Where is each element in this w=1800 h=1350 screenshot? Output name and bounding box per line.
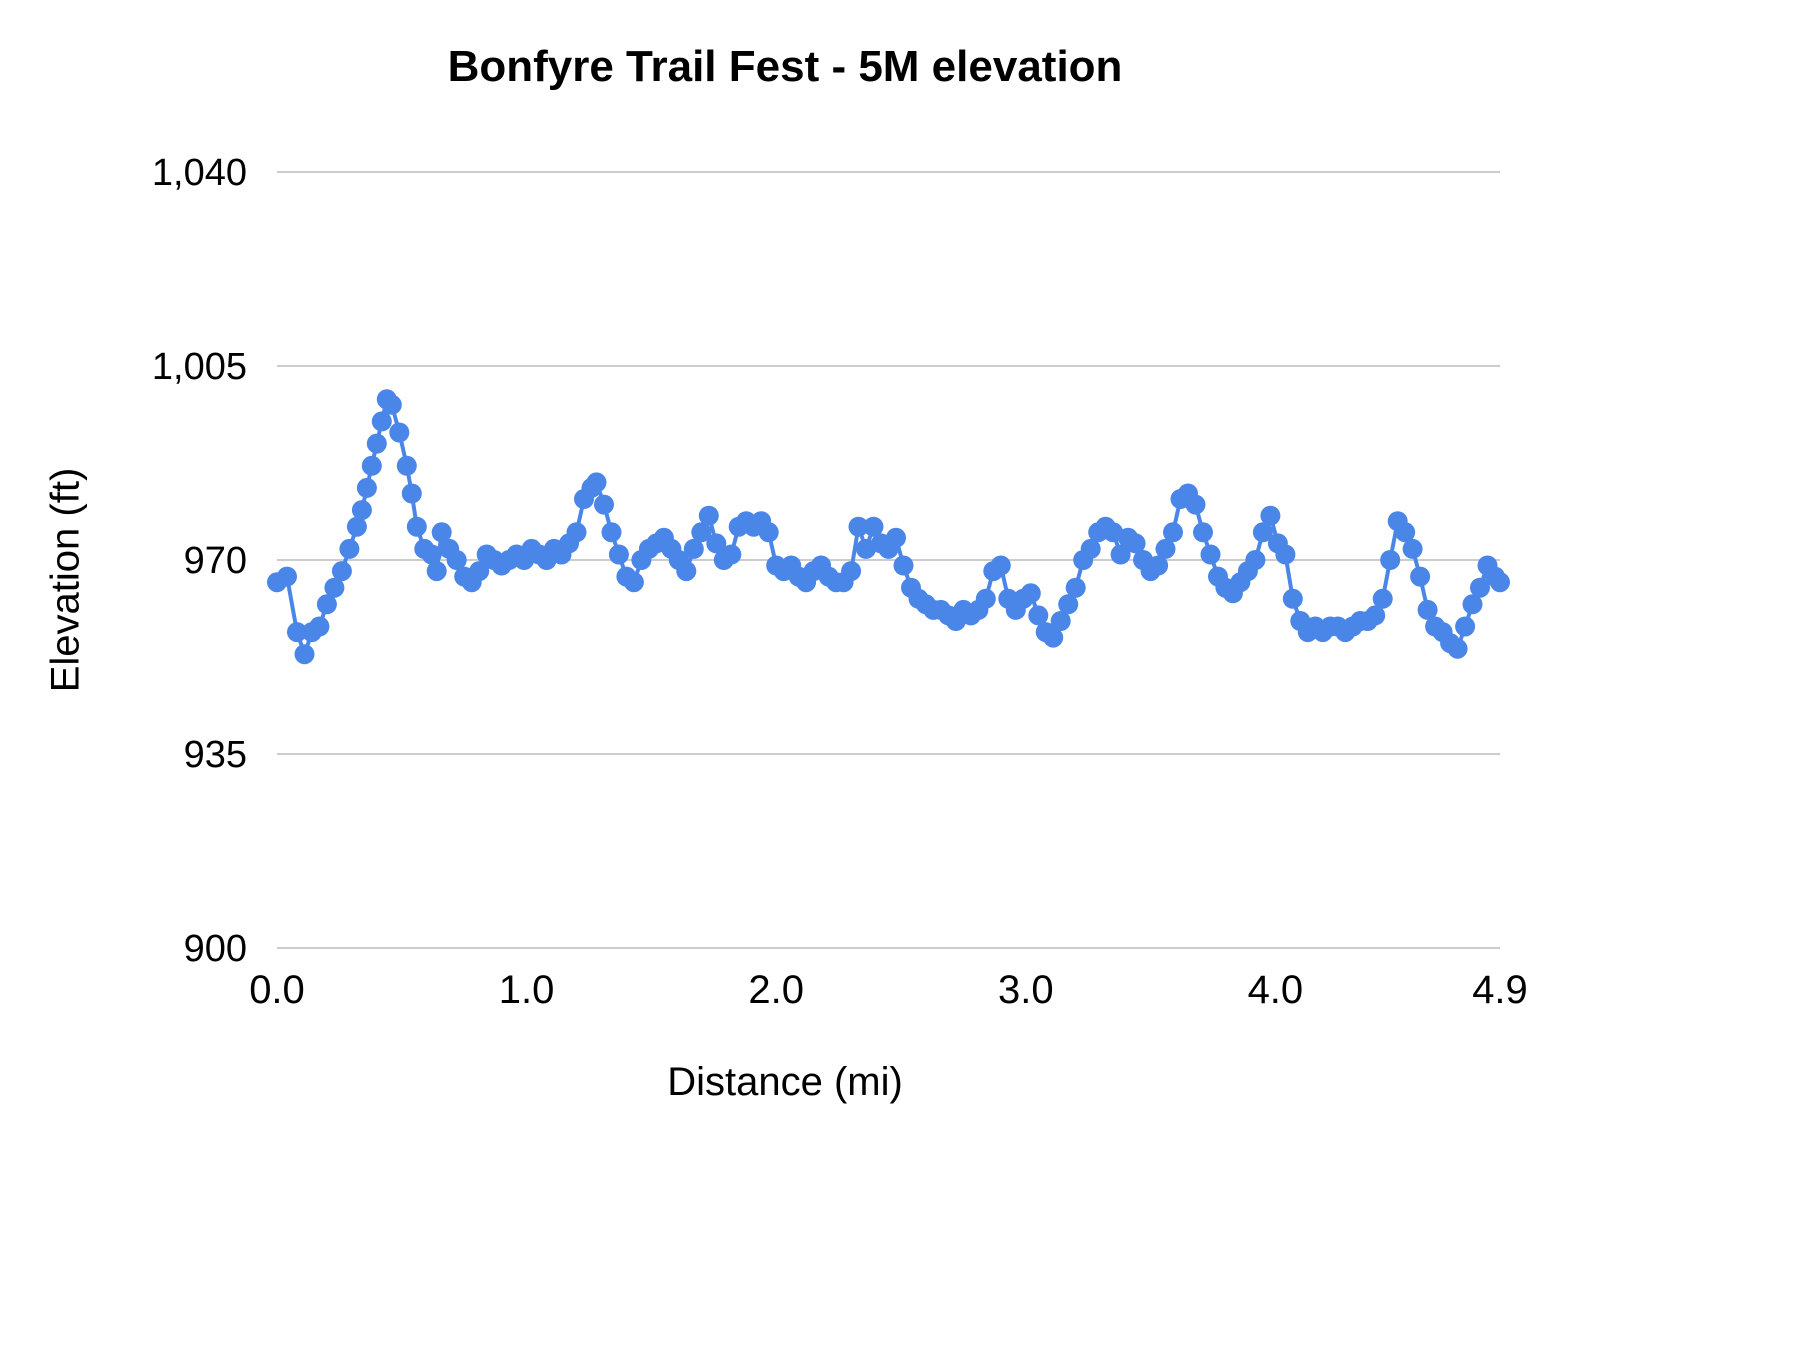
data-point (277, 566, 297, 587)
data-point (421, 544, 442, 565)
data-point (316, 594, 337, 615)
data-point (287, 622, 307, 643)
data-point (1372, 588, 1393, 609)
data-point (758, 522, 779, 543)
data-point (346, 516, 367, 537)
data-point (601, 522, 622, 543)
data-point (1193, 522, 1213, 543)
data-point (426, 561, 447, 582)
data-point (1163, 522, 1183, 543)
data-point (721, 544, 742, 565)
data-point (446, 550, 467, 570)
data-point (1148, 555, 1169, 576)
data-point (294, 644, 315, 665)
data-point (1447, 638, 1468, 659)
x-tick-label: 0.0 (249, 968, 305, 1012)
data-point (1020, 583, 1041, 604)
data-point (1103, 522, 1124, 543)
x-tick-label: 1.0 (499, 968, 555, 1012)
y-tick-label: 900 (184, 928, 247, 970)
data-point (1252, 522, 1273, 543)
data-point (706, 533, 727, 554)
data-point (1380, 550, 1401, 570)
data-point (893, 555, 914, 576)
data-point (309, 616, 330, 637)
data-point (366, 433, 387, 454)
data-point (1245, 550, 1266, 570)
data-point (676, 561, 697, 582)
data-point (431, 522, 452, 543)
data-point (566, 522, 587, 543)
data-point (990, 555, 1011, 576)
data-point (1417, 599, 1438, 620)
data-point (1282, 588, 1303, 609)
data-point (1050, 611, 1071, 631)
data-point (1410, 566, 1431, 587)
data-point (586, 472, 607, 493)
data-point (1365, 605, 1386, 626)
data-point (1402, 538, 1423, 559)
y-tick-label: 970 (184, 540, 247, 582)
data-point (841, 561, 862, 582)
data-point (1080, 538, 1101, 559)
data-point (848, 516, 869, 537)
data-point (1155, 538, 1176, 559)
data-point (1462, 594, 1483, 615)
x-axis-title: Distance (mi) (667, 1060, 903, 1104)
data-point (331, 561, 352, 582)
data-point (886, 527, 906, 548)
x-tick-label: 2.0 (748, 968, 804, 1012)
data-point (1470, 577, 1490, 598)
data-point (1058, 594, 1079, 615)
data-point (396, 455, 417, 476)
data-point (381, 394, 402, 415)
data-point (856, 538, 876, 559)
data-point (1200, 544, 1221, 565)
x-tick-label: 3.0 (998, 968, 1054, 1012)
data-point (1125, 533, 1146, 554)
data-point (1275, 544, 1296, 565)
data-point (371, 411, 392, 432)
data-point (339, 538, 360, 559)
data-point (401, 483, 422, 504)
data-point (469, 561, 490, 582)
data-point (683, 538, 704, 559)
data-point (351, 500, 372, 521)
data-point (389, 422, 410, 443)
y-tick-label: 1,040 (152, 152, 247, 194)
data-point (594, 494, 614, 515)
data-point (324, 577, 345, 598)
data-point (863, 516, 884, 537)
data-point (1065, 577, 1086, 598)
data-point (698, 505, 719, 526)
x-tick-label: 4.0 (1248, 968, 1304, 1012)
x-tick-label: 4.9 (1472, 968, 1528, 1012)
data-point (1455, 616, 1476, 637)
y-tick-label: 935 (184, 734, 247, 776)
data-point (1395, 522, 1416, 543)
data-point (1490, 572, 1510, 593)
data-point (975, 588, 996, 609)
data-point (406, 516, 427, 537)
data-point (1043, 627, 1064, 648)
data-point (1260, 505, 1281, 526)
data-point (1185, 494, 1206, 515)
data-point (361, 455, 382, 476)
data-point (356, 477, 377, 498)
data-point (608, 544, 629, 565)
elevation-series-line (275, 397, 1502, 657)
data-point (1110, 544, 1131, 565)
data-point (1028, 605, 1049, 626)
data-point (623, 572, 644, 593)
data-point (691, 522, 712, 543)
chart-title: Bonfyre Trail Fest - 5M elevation (447, 42, 1123, 91)
y-tick-label: 1,005 (152, 346, 247, 388)
